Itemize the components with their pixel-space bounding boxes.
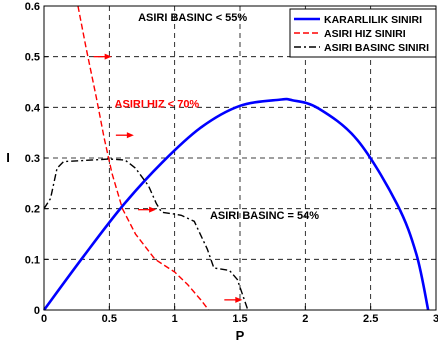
series-line-1 [42,97,430,311]
annotation-text: ASIRI HIZ < 70% [115,98,200,110]
legend-label: ASIRI HIZ SINIRI [324,28,406,40]
annotations: ASIRI BASINC < 55% ASIRI HIZ < 70% ASIRI B… [93,12,319,303]
y-tick-label: 0.3 [25,153,40,165]
x-tick-label: 0.5 [102,313,117,325]
legend-label: ASIRI BASINC SINIRI [324,42,429,54]
legend: KARARLILIK SINIRI ASIRI HIZ SINIRI ASIRI B… [289,8,437,58]
direction-arrow [93,53,112,60]
series-line-2 [77,5,210,311]
y-tick-label: 0.6 [25,1,40,13]
x-tick-label: 1 [172,313,178,325]
annotation-text: ASIRI BASINC < 55% [138,12,247,24]
x-tick-label: 2 [302,313,308,325]
y-tick-label: 0.5 [25,52,40,64]
axis-ticks: 0 0.5 1 1.5 2 2.5 3 0 0.1 0.2 0.3 0.4 0.5 0.6 [25,1,438,325]
series-line-3 [43,158,249,311]
x-axis-label: P [236,328,245,343]
y-tick-label: 0.1 [25,254,40,266]
series-lines [42,5,430,311]
plot-frame [43,5,437,311]
x-tick-label: 2.5 [363,313,378,325]
y-tick-label: 0 [34,305,40,317]
direction-arrow [224,296,243,303]
y-tick-label: 0.2 [25,204,40,216]
x-tick-label: 0 [41,313,47,325]
y-tick-label: 0.4 [25,102,41,114]
x-tick-label: 3 [433,313,438,325]
direction-arrow [138,206,157,213]
legend-label: KARARLILIK SINIRI [324,14,422,26]
annotation-text: ASIRI BASINC = 54% [210,210,319,222]
y-axis-label: I [6,150,10,165]
direction-arrow [115,132,134,139]
x-tick-label: 1.5 [232,313,247,325]
